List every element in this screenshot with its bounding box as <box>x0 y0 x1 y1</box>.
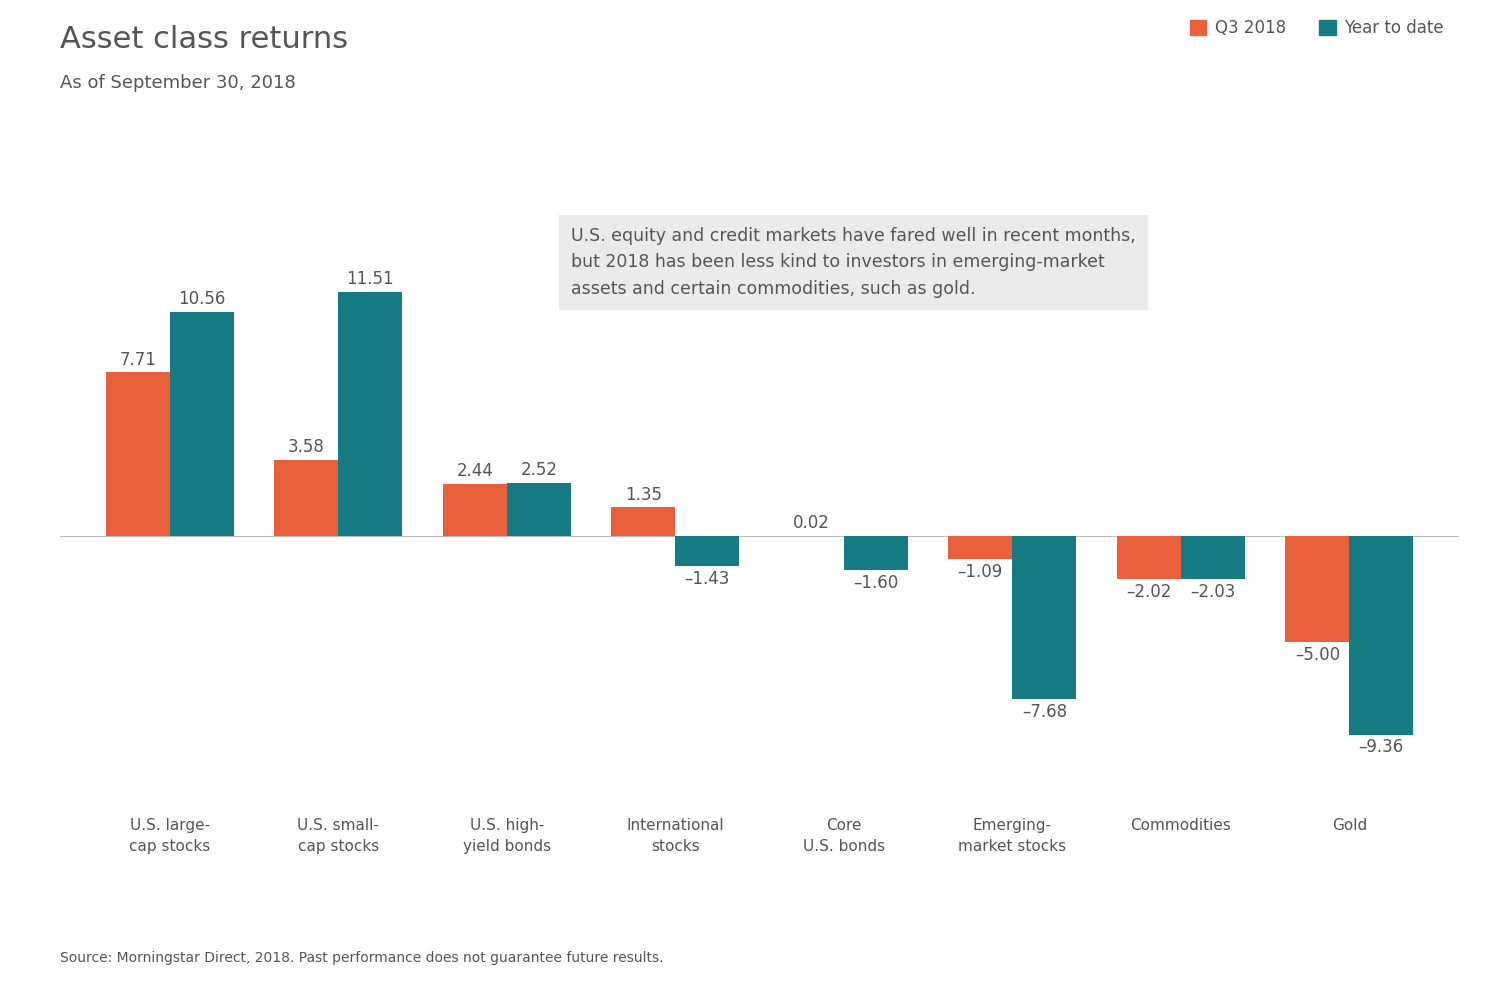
Text: Emerging-
market stocks: Emerging- market stocks <box>958 818 1066 854</box>
Text: –7.68: –7.68 <box>1021 703 1066 721</box>
Text: As of September 30, 2018: As of September 30, 2018 <box>60 74 296 92</box>
Bar <box>611 507 675 536</box>
Bar <box>1117 536 1181 579</box>
Bar <box>844 536 908 570</box>
Bar <box>170 312 233 536</box>
Text: 7.71: 7.71 <box>119 350 156 368</box>
Text: U.S. small-
cap stocks: U.S. small- cap stocks <box>298 818 379 854</box>
Bar <box>1286 536 1349 643</box>
Legend: Q3 2018, Year to date: Q3 2018, Year to date <box>1184 12 1450 44</box>
Bar <box>675 536 740 566</box>
Text: Gold: Gold <box>1331 818 1367 834</box>
Text: Asset class returns: Asset class returns <box>60 25 349 53</box>
Bar <box>338 292 402 536</box>
Text: –2.03: –2.03 <box>1190 583 1235 601</box>
Text: 3.58: 3.58 <box>287 439 325 456</box>
Bar <box>1181 536 1245 579</box>
Text: 2.52: 2.52 <box>520 460 558 479</box>
Bar <box>507 482 572 536</box>
Text: 11.51: 11.51 <box>346 270 394 288</box>
Text: –5.00: –5.00 <box>1295 645 1340 664</box>
Bar <box>1349 536 1414 735</box>
Text: 0.02: 0.02 <box>793 514 830 532</box>
Text: Commodities: Commodities <box>1131 818 1232 834</box>
Text: U.S. equity and credit markets have fared well in recent months,
but 2018 has be: U.S. equity and credit markets have fare… <box>570 227 1136 298</box>
Text: –9.36: –9.36 <box>1358 739 1405 756</box>
Text: 10.56: 10.56 <box>177 290 226 308</box>
Text: U.S. high-
yield bonds: U.S. high- yield bonds <box>463 818 550 854</box>
Text: International
stocks: International stocks <box>627 818 723 854</box>
Text: Core
U.S. bonds: Core U.S. bonds <box>803 818 884 854</box>
Bar <box>948 536 1012 559</box>
Text: 2.44: 2.44 <box>456 462 493 480</box>
Text: –1.43: –1.43 <box>684 570 729 588</box>
Text: –1.60: –1.60 <box>853 574 898 592</box>
Text: –2.02: –2.02 <box>1126 583 1172 601</box>
Bar <box>274 460 338 536</box>
Text: Source: Morningstar Direct, 2018. Past performance does not guarantee future res: Source: Morningstar Direct, 2018. Past p… <box>60 951 663 965</box>
Bar <box>105 372 170 536</box>
Bar <box>442 484 507 536</box>
Text: 1.35: 1.35 <box>624 485 662 504</box>
Text: –1.09: –1.09 <box>958 563 1003 581</box>
Bar <box>1012 536 1077 699</box>
Text: U.S. large-
cap stocks: U.S. large- cap stocks <box>129 818 211 854</box>
